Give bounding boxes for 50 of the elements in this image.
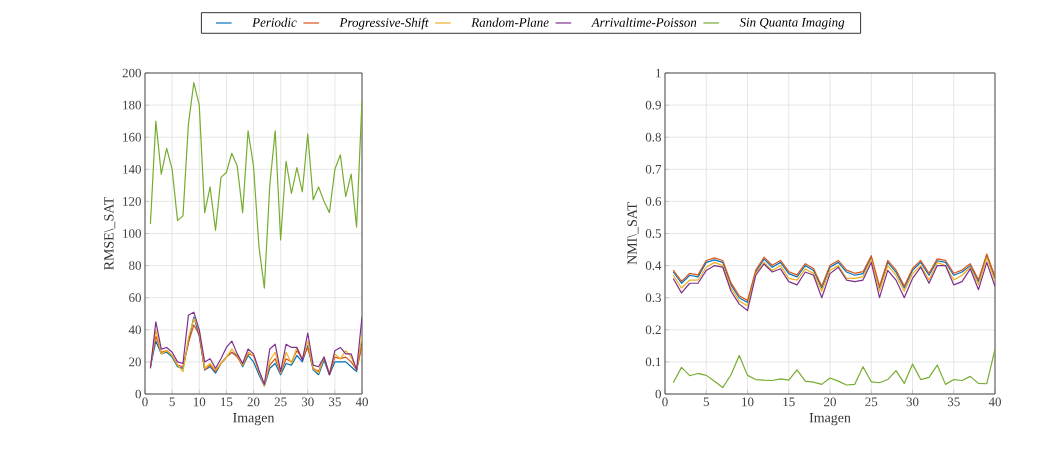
y-tick-label: 200 [122, 68, 141, 78]
x-tick-label: 15 [221, 397, 233, 407]
y-tick-label: 1 [656, 68, 661, 78]
y-axis-title: RMSE\_SAT [104, 196, 116, 270]
x-tick-label: 10 [193, 397, 206, 407]
x-tick-label: 20 [247, 397, 260, 407]
y-tick-label: 0.5 [645, 229, 661, 238]
legend-label: Random-Plane [471, 17, 549, 27]
line-series [672, 348, 996, 389]
x-axis-title: Imagen [233, 413, 275, 426]
y-tick-label: 20 [129, 357, 141, 367]
y-tick-label: 180 [123, 100, 141, 110]
x-tick-label: 5 [169, 397, 175, 407]
x-tick-label: 0 [142, 397, 148, 407]
x-tick-label: 15 [783, 397, 795, 407]
y-tick-label: 100 [123, 229, 141, 238]
x-tick-label: 20 [824, 397, 836, 407]
x-tick-label: 25 [274, 397, 287, 407]
y-tick-label: 0 [655, 389, 661, 399]
x-tick-label: 5 [703, 397, 709, 407]
y-tick-label: 80 [129, 261, 141, 270]
legend-label: Sin Quanta Imaging [739, 17, 845, 30]
x-tick-label: 10 [742, 397, 754, 407]
y-tick-label: 0.7 [645, 164, 662, 174]
line-series [149, 82, 362, 289]
x-tick-label: 35 [947, 397, 960, 407]
legend-label: Progressive-Shift [339, 17, 429, 30]
y-tick-label: 0.9 [645, 100, 661, 110]
y-tick-label: 120 [123, 197, 141, 206]
y-tick-label: 0.8 [645, 132, 661, 142]
y-tick-label: 0.1 [645, 357, 661, 367]
y-tick-label: 0.6 [645, 197, 662, 206]
x-axis-title: Imagen [809, 413, 851, 426]
x-tick-label: 40 [355, 397, 368, 407]
y-axis-title: NMI\_SAT [627, 202, 639, 265]
y-tick-label: 0.2 [645, 325, 661, 335]
y-tick-label: 140 [123, 164, 141, 174]
x-tick-label: 30 [906, 397, 919, 407]
legend-label: Periodic [252, 17, 297, 27]
y-tick-label: 60 [129, 293, 141, 303]
x-tick-label: 40 [988, 397, 1001, 407]
x-tick-label: 25 [865, 397, 878, 407]
legend-label: Arrivaltime-Poisson [591, 17, 697, 27]
x-tick-label: 35 [329, 397, 341, 407]
y-tick-label: 0.3 [645, 293, 661, 303]
y-tick-label: 40 [128, 325, 141, 335]
y-tick-label: 0 [135, 389, 141, 399]
y-tick-label: 0.4 [645, 261, 662, 270]
y-tick-label: 160 [123, 132, 141, 142]
x-tick-label: 30 [301, 397, 314, 407]
